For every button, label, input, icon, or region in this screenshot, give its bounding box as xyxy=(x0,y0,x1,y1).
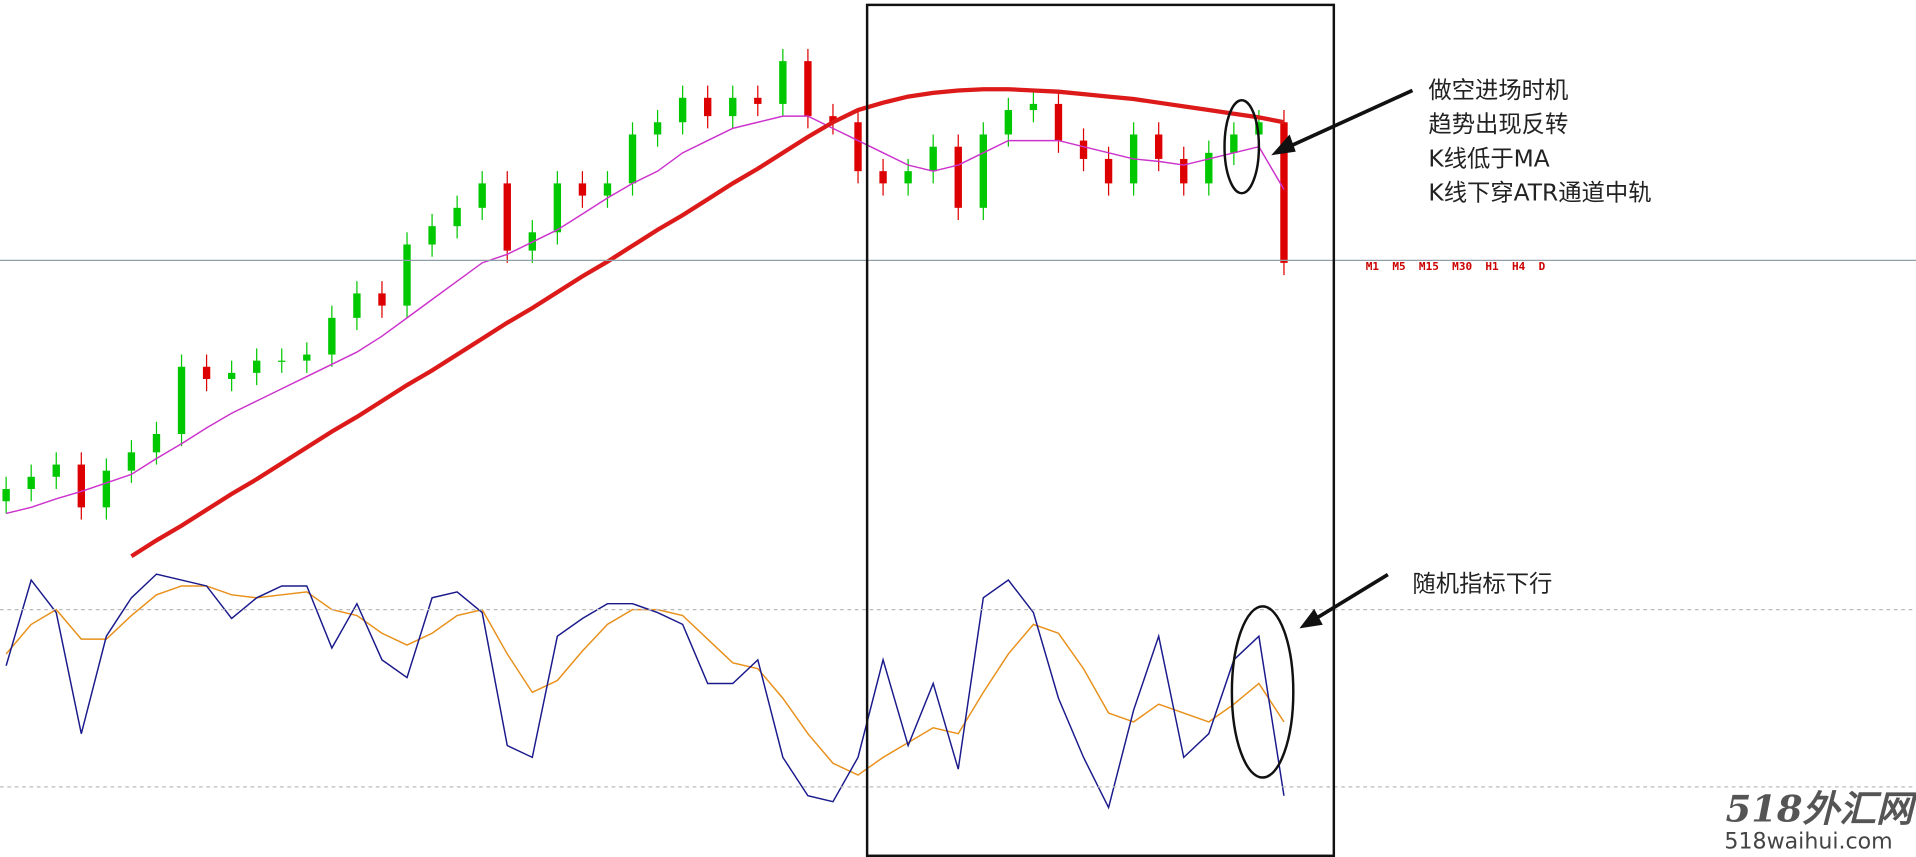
circle-marker xyxy=(1230,605,1295,779)
arrow xyxy=(1282,88,1414,151)
annotation: K线低于MA xyxy=(1428,145,1549,172)
line-series xyxy=(5,573,1285,810)
line-series xyxy=(5,115,1285,515)
arrow xyxy=(1310,573,1389,623)
annotation: 趋势出现反转 xyxy=(1428,111,1568,138)
line-series xyxy=(130,87,1285,559)
timeframe-labels: M1 M5 M15 M30 H1 H4 D xyxy=(1366,260,1546,273)
watermark: 518waihui.com xyxy=(1724,829,1892,854)
highlight-box xyxy=(865,3,1336,857)
circle-marker xyxy=(1223,99,1261,195)
arrow-head xyxy=(1271,134,1296,156)
annotation: 做空进场时机 xyxy=(1428,77,1568,104)
watermark: 518外汇网 xyxy=(1726,787,1916,831)
annotation: 随机指标下行 xyxy=(1412,571,1552,598)
line-series xyxy=(5,585,1285,776)
arrow-head xyxy=(1299,608,1323,629)
annotation: K线下穿ATR通道中轨 xyxy=(1428,180,1651,207)
